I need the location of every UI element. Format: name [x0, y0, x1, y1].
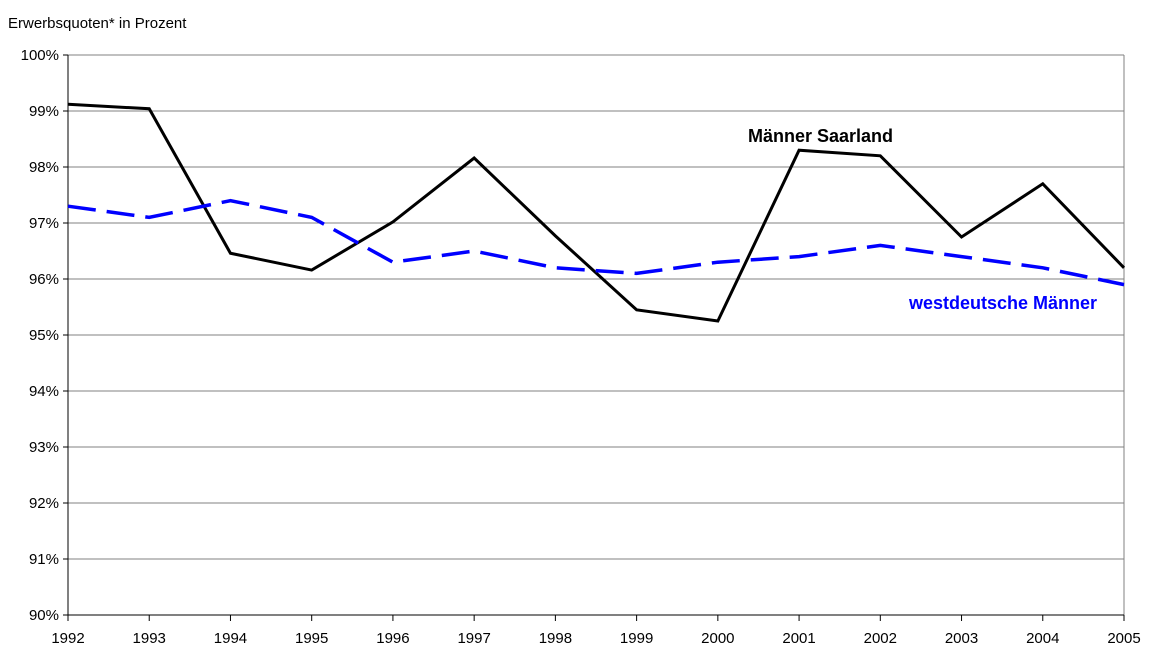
x-tick-label: 1998: [539, 630, 572, 647]
x-tick-label: 1992: [51, 630, 84, 647]
series-line: [67, 198, 1125, 287]
series-label: Männer Saarland: [748, 126, 893, 146]
series-label: westdeutsche Männer: [908, 293, 1097, 313]
y-tick-label: 93%: [29, 439, 59, 456]
x-tick-label: 2004: [1026, 630, 1059, 647]
y-tick-label: 92%: [29, 495, 59, 512]
x-tick-label: 1997: [457, 630, 490, 647]
x-tick-label: 2003: [945, 630, 978, 647]
y-tick-label: 98%: [29, 159, 59, 176]
x-tick-label: 2005: [1107, 630, 1140, 647]
y-tick-label: 97%: [29, 215, 59, 232]
series-line: [67, 102, 1126, 323]
y-tick-label: 91%: [29, 551, 59, 568]
x-tick-label: 1994: [214, 630, 247, 647]
y-tick-label: 100%: [21, 47, 59, 64]
x-tick-label: 2002: [864, 630, 897, 647]
y-tick-label: 90%: [29, 607, 59, 624]
x-tick-label: 1995: [295, 630, 328, 647]
x-tick-label: 1996: [376, 630, 409, 647]
y-tick-label: 96%: [29, 271, 59, 288]
x-tick-label: 1999: [620, 630, 653, 647]
y-tick-label: 95%: [29, 327, 59, 344]
y-axis-label: Erwerbsquoten* in Prozent: [8, 15, 187, 32]
y-tick-label: 99%: [29, 103, 59, 120]
x-tick-label: 2001: [782, 630, 815, 647]
y-tick-label: 94%: [29, 383, 59, 400]
x-tick-label: 1993: [133, 630, 166, 647]
x-tick-label: 2000: [701, 630, 734, 647]
